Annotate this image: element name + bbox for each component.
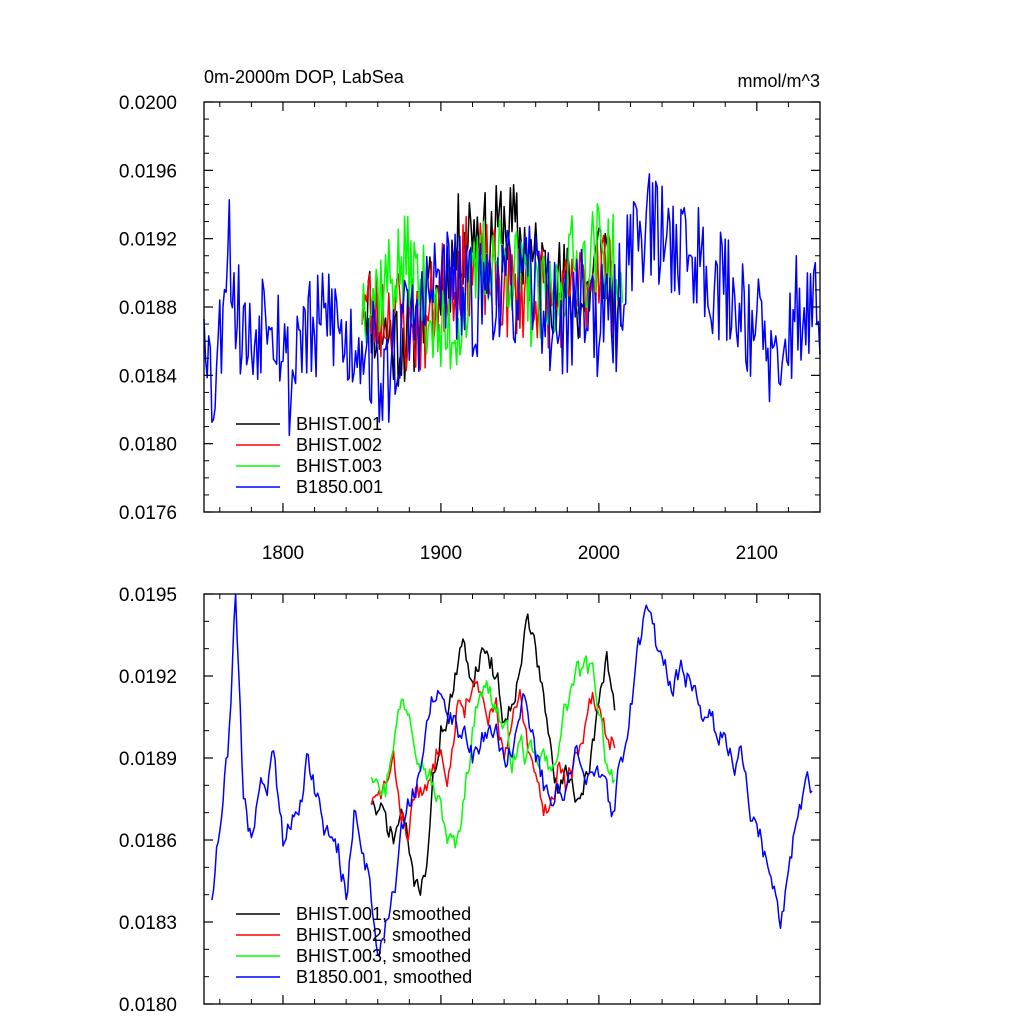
top-chart: 0m-2000m DOP, LabSea mmol/m^3 0.01760.01… — [119, 67, 821, 564]
x-tick-label: 1800 — [262, 543, 304, 564]
legend-label: BHIST.003, smoothed — [296, 946, 471, 966]
y-tick-label: 0.0188 — [119, 298, 177, 319]
y-tick-label: 0.0200 — [119, 93, 177, 114]
y-tick-label: 0.0183 — [119, 913, 177, 934]
series-line-bhist-002-smoothed — [370, 679, 616, 842]
legend-label: B1850.001 — [296, 477, 383, 497]
top-chart-series-layer — [203, 173, 821, 437]
x-tick-label: 2000 — [578, 543, 620, 564]
legend-label: BHIST.002, smoothed — [296, 925, 471, 945]
y-tick-label: 0.0196 — [119, 161, 177, 182]
y-tick-label: 0.0192 — [119, 667, 177, 688]
y-tick-label: 0.0195 — [119, 585, 177, 606]
top-chart-y-tick-labels: 0.0176 0.0180 0.0184 0.0188 0.0192 0.0196 0.02… — [119, 93, 178, 524]
series-line-bhist-001 — [361, 184, 622, 387]
y-tick-label: 0.0192 — [119, 230, 177, 251]
legend-label: BHIST.001, smoothed — [296, 904, 471, 924]
bottom-chart-series-layer — [211, 593, 813, 957]
legend-label: BHIST.002 — [296, 435, 382, 455]
series-line-b1850-001 — [203, 173, 821, 437]
top-chart-title: 0m-2000m DOP, LabSea — [204, 67, 405, 87]
bottom-chart: 0.0180 0.0183 0.0186 0.0189 0.0192 0.0195 BHI… — [119, 585, 821, 1016]
y-tick-label: 0.0186 — [119, 831, 177, 852]
bottom-chart-ticks — [204, 593, 821, 1005]
x-tick-label: 2100 — [736, 543, 778, 564]
series-line-b1850-001-smoothed — [211, 593, 813, 957]
legend-label: BHIST.003 — [296, 456, 382, 476]
bottom-chart-frame — [203, 593, 821, 1005]
top-chart-units: mmol/m^3 — [738, 71, 820, 91]
y-tick-label: 0.0180 — [119, 435, 177, 456]
series-line-bhist-003-smoothed — [370, 655, 616, 849]
legend-label: BHIST.001 — [296, 414, 382, 434]
legend-label: B1850.001, smoothed — [296, 967, 472, 987]
x-tick-label: 1900 — [420, 543, 462, 564]
top-chart-x-tick-labels: 1800 1900 2000 2100 — [262, 543, 778, 564]
y-tick-label: 0.0180 — [119, 995, 177, 1016]
y-tick-label: 0.0184 — [119, 366, 178, 387]
bottom-chart-y-tick-labels: 0.0180 0.0183 0.0186 0.0189 0.0192 0.0195 — [119, 585, 177, 1016]
series-line-bhist-001-smoothed — [370, 613, 616, 896]
top-chart-ticks — [204, 101, 821, 513]
y-tick-label: 0.0189 — [119, 749, 177, 770]
y-tick-label: 0.0176 — [119, 503, 177, 524]
